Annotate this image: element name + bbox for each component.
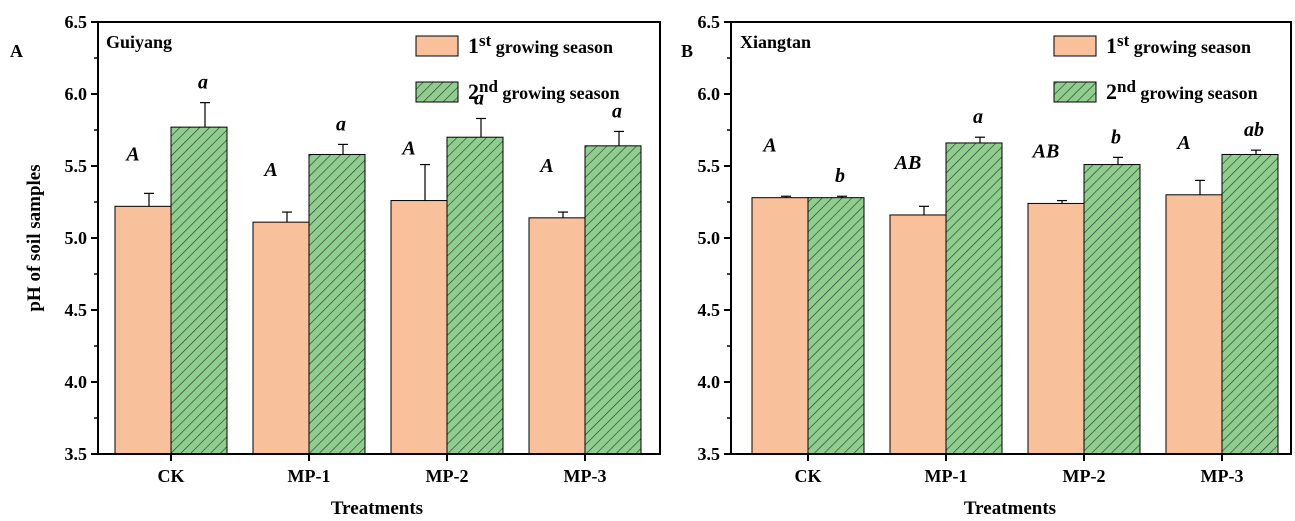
y-tick-label: 5.5 <box>65 156 88 176</box>
bar <box>751 197 809 455</box>
bar <box>528 217 586 455</box>
bars-b <box>751 142 1279 455</box>
significance-letter: A <box>1175 132 1190 154</box>
significance-letter: ab <box>1244 119 1264 141</box>
bar <box>170 126 228 455</box>
y-tick-label: 6.0 <box>65 84 88 104</box>
significance-letter: b <box>1111 126 1121 148</box>
x-tick-label: MP-2 <box>426 466 469 486</box>
significance-letter: AB <box>1031 140 1060 162</box>
bar <box>308 153 366 455</box>
y-axis-ticks-a: 3.5 4.0 4.5 5.0 5.5 6.0 6.5 <box>65 12 98 464</box>
y-tick-label: 4.5 <box>698 300 721 320</box>
panel-letter-a: A <box>10 41 23 61</box>
x-tick-label: MP-3 <box>1201 466 1244 486</box>
error-bars-b <box>781 136 1261 215</box>
x-axis-ticks-a: CK MP-1 MP-2 MP-3 <box>158 454 607 486</box>
bar <box>1027 202 1085 455</box>
y-tick-label: 4.0 <box>698 372 721 392</box>
y-tick-label: 3.5 <box>698 444 721 464</box>
panel-letter-b: B <box>681 41 693 61</box>
bar <box>807 197 865 455</box>
chart-panel-a: A Guiyang pH of soil samples Treatments … <box>10 12 661 519</box>
y-tick-label: 3.5 <box>65 444 88 464</box>
significance-letter: b <box>835 165 845 187</box>
plot-frame-b <box>730 21 1292 455</box>
significance-letter: a <box>612 100 622 122</box>
legend-b: 1st growing season 2nd growing season <box>1053 31 1258 104</box>
significance-letter: A <box>761 135 776 157</box>
y-axis-label: pH of soil samples <box>24 164 45 311</box>
bar <box>114 205 172 455</box>
significance-letter: a <box>336 113 346 135</box>
x-axis-ticks-b: CK MP-1 MP-2 MP-3 <box>795 454 1244 486</box>
bar <box>945 142 1003 455</box>
bar <box>1083 164 1141 455</box>
site-label-guiyang: Guiyang <box>106 32 172 52</box>
significance-letter: AB <box>893 152 922 174</box>
chart-panel-b: B Xiangtan Treatments 3.5 4.0 4.5 5.0 5.5 6.0… <box>681 12 1292 519</box>
y-tick-label: 6.0 <box>698 84 721 104</box>
x-axis-label-a: Treatments <box>331 498 423 519</box>
bar <box>390 200 448 455</box>
x-tick-label: CK <box>158 466 185 486</box>
significance-letter: a <box>198 72 208 94</box>
legend-entry: 2nd growing season <box>1106 77 1258 104</box>
legend-swatch <box>1053 81 1097 103</box>
plot-frame-a <box>97 21 661 455</box>
x-tick-label: MP-1 <box>288 466 331 486</box>
significance-letter: A <box>124 143 139 165</box>
significance-letters-a: A A A Aa a a a <box>124 72 622 182</box>
bar <box>889 214 947 455</box>
legend-swatch <box>415 81 459 103</box>
bar <box>252 221 310 455</box>
legend-swatch <box>415 35 459 57</box>
y-axis-ticks-b: 3.5 4.0 4.5 5.0 5.5 6.0 6.5 <box>698 12 731 464</box>
x-tick-label: MP-2 <box>1063 466 1106 486</box>
y-tick-label: 5.5 <box>698 156 721 176</box>
significance-letter: A <box>400 138 415 160</box>
x-tick-label: MP-1 <box>925 466 968 486</box>
bar <box>584 145 642 455</box>
y-tick-label: 4.5 <box>65 300 88 320</box>
bar <box>446 136 504 455</box>
site-label-xiangtan: Xiangtan <box>740 32 811 52</box>
significance-letter: a <box>973 106 983 128</box>
y-tick-label: 5.0 <box>65 228 88 248</box>
bar <box>1221 153 1279 455</box>
y-tick-label: 5.0 <box>698 228 721 248</box>
legend-swatch <box>1053 35 1097 57</box>
x-tick-label: CK <box>795 466 822 486</box>
significance-letter: A <box>538 155 553 177</box>
significance-letter: A <box>262 159 277 181</box>
y-tick-label: 6.5 <box>65 12 88 32</box>
legend-a: 1st growing season 2nd growing season <box>415 31 620 104</box>
x-axis-label-b: Treatments <box>964 498 1056 519</box>
bars-a <box>114 126 642 455</box>
legend-entry: 2nd growing season <box>468 77 620 104</box>
bar <box>1165 194 1223 455</box>
legend-entry: 1st growing season <box>1106 31 1251 58</box>
x-tick-label: MP-3 <box>564 466 607 486</box>
significance-letter: a <box>474 87 484 109</box>
error-bars-a <box>144 102 624 223</box>
y-tick-label: 4.0 <box>65 372 88 392</box>
legend-entry: 1st growing season <box>468 31 613 58</box>
y-tick-label: 6.5 <box>698 12 721 32</box>
